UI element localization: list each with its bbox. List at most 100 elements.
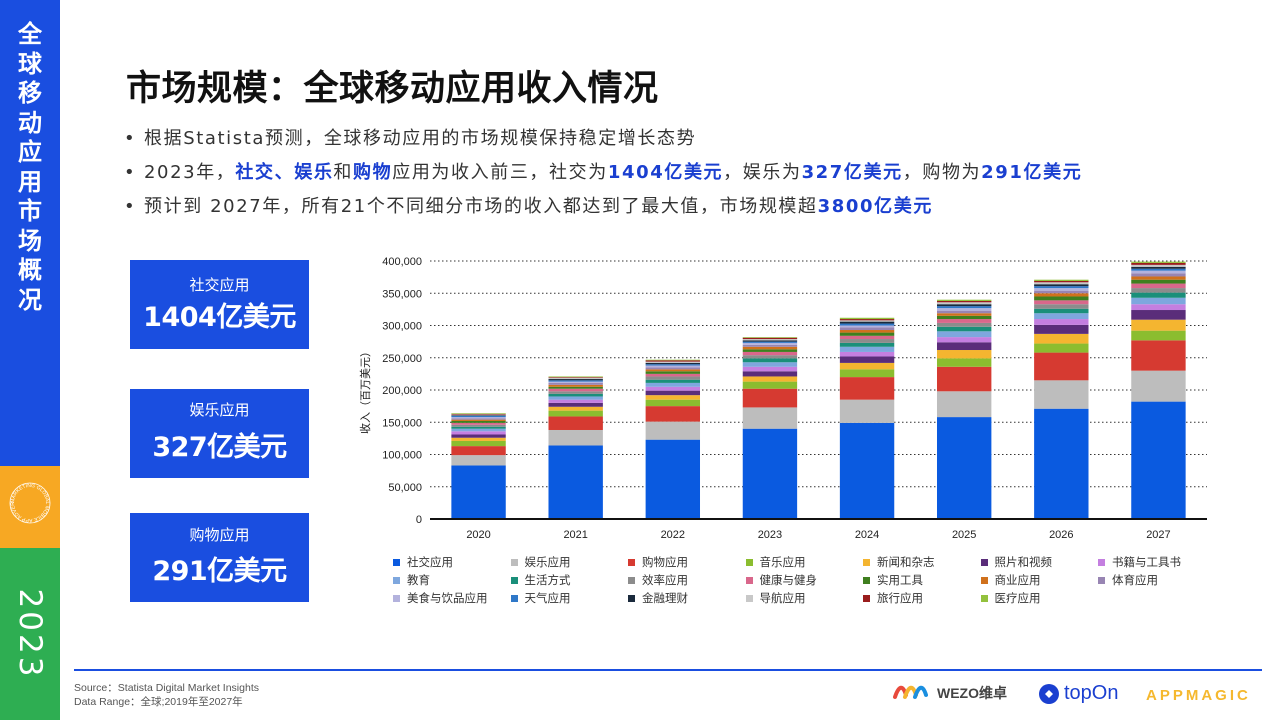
bar-segment: [1034, 324, 1089, 334]
bar-segment: [1131, 340, 1186, 371]
bullet-highlight: 291亿美元: [981, 162, 1083, 183]
stat-card-label: 社交应用: [189, 276, 250, 294]
bar-segment: [645, 367, 701, 370]
bar-segment: [839, 362, 895, 370]
legend-item: 健康与健身: [745, 571, 864, 589]
sidebar-title: 全球移动应用市场概况: [12, 20, 48, 315]
legend-swatch: [863, 576, 870, 584]
bar-segment: [839, 351, 895, 357]
bar-segment: [548, 399, 603, 403]
bar-segment: [451, 422, 506, 425]
footer-divider: [74, 669, 1262, 671]
bar-segment: [936, 306, 992, 309]
legend-item: 娱乐应用: [510, 553, 629, 571]
bar-segment: [451, 415, 506, 418]
y-tick-label: 150,000: [382, 417, 422, 429]
bar-segment: [936, 337, 992, 343]
bar-segment: [645, 359, 701, 361]
bar-segment: [451, 417, 506, 419]
bar-segment: [1034, 408, 1089, 519]
bar-segment: [1131, 279, 1186, 284]
bar-segment: [936, 366, 992, 392]
bar-segment: [936, 331, 992, 338]
bar-segment: [451, 420, 506, 423]
legend-swatch: [510, 558, 518, 566]
bar-segment: [548, 391, 603, 394]
sidebar-year: 2023: [12, 588, 48, 680]
sidebar-title-char: 况: [18, 285, 42, 314]
legend-swatch: [510, 594, 518, 602]
y-tick-label: 300,000: [382, 321, 422, 333]
legend-swatch: [1098, 558, 1105, 566]
legend-label: 书籍与工具书: [1112, 555, 1181, 569]
bar-segment: [839, 369, 895, 378]
bar-segment: [1034, 288, 1089, 291]
bar-segment: [839, 335, 895, 340]
wezo-logo-text: WEZO维卓: [937, 685, 1007, 701]
legend-label: 娱乐应用: [524, 555, 571, 569]
bullet-dot: •: [124, 128, 137, 149]
legend-row: 社交应用 娱乐应用 购物应用 音乐应用 新闻和杂志 照片和视频 书籍与工具书: [393, 553, 1233, 571]
bar-segment: [742, 355, 798, 359]
stat-card-value: 327亿美元: [152, 432, 287, 463]
bar-segment: [742, 428, 798, 519]
bar-segment: [1131, 262, 1186, 265]
stat-card-entertainment: 娱乐应用 327亿美元: [130, 389, 309, 478]
bar-segment: [936, 358, 992, 367]
bullet-item: • 根据Statista预测，全球移动应用的市场规模保持稳定增长态势: [124, 124, 1244, 158]
bar-segment: [451, 437, 506, 441]
legend-item: 天气应用: [510, 589, 629, 607]
sidebar-title-char: 用: [18, 167, 42, 196]
revenue-stacked-bar-chart: 0 50,000 100,000 150,000 200,000 250,000 300,0…: [358, 256, 1207, 541]
bar-segment: [839, 323, 895, 326]
seal-logo: MARKETING GLOBAL MOBILE APP ADVERTISING: [9, 482, 51, 524]
sidebar-title-char: 全: [18, 20, 42, 48]
legend-label: 照片和视频: [994, 555, 1053, 569]
bar-segment: [742, 344, 798, 347]
bar-segment: [1131, 297, 1186, 305]
bar-segment: [1131, 276, 1186, 280]
bar-segment: [936, 350, 992, 359]
bar-segment: [742, 366, 798, 372]
bar-segment: [839, 339, 895, 343]
bullet-text: 根据Statista预测，全球移动应用的市场规模保持稳定增长态势: [144, 128, 697, 149]
bar-segment: [645, 439, 701, 519]
bullet-text: 2023年，: [144, 162, 236, 183]
y-tick-label: 100,000: [382, 450, 422, 462]
bar-segment: [451, 418, 506, 420]
bar-segment: [742, 376, 798, 382]
bar-segment: [1034, 279, 1089, 281]
bar-segment: [451, 431, 506, 435]
legend-label: 金融理财: [642, 591, 688, 605]
bar-segment: [645, 382, 701, 387]
legend-swatch: [980, 594, 988, 602]
bar-segment: [548, 376, 603, 378]
bar-segment: [1131, 304, 1186, 311]
bar-segment: [839, 319, 895, 321]
bar-segment: [936, 322, 992, 327]
legend-item: 医疗应用: [980, 589, 1099, 607]
bar-segment: [742, 337, 798, 340]
legend-label: 生活方式: [524, 573, 571, 587]
bar-segment: [645, 421, 701, 440]
bullet-list: • 根据Statista预测，全球移动应用的市场规模保持稳定增长态势 • 2023年，…: [124, 124, 1244, 226]
bar-segment: [936, 310, 992, 314]
bar-segment: [1034, 308, 1089, 314]
bar-segment: [548, 388, 603, 392]
legend-label: 健康与健身: [759, 573, 818, 587]
legend-swatch: [863, 594, 870, 602]
bar-segment: [839, 346, 895, 352]
bullet-text: 和: [333, 162, 354, 183]
sidebar-title-char: 移: [18, 79, 42, 107]
legend-item: 商业应用: [980, 571, 1099, 589]
bar-segment: [645, 399, 701, 407]
sidebar-title-char: 应: [18, 138, 42, 166]
bar-segment: [936, 313, 992, 316]
bar-segment: [1034, 313, 1089, 320]
sidebar-title-char: 概: [18, 256, 42, 284]
bar-segment: [645, 361, 701, 363]
bar-segment: [839, 399, 895, 423]
legend-swatch: [628, 576, 635, 584]
bar-segment: [839, 356, 895, 363]
bar-segment: [451, 465, 506, 519]
